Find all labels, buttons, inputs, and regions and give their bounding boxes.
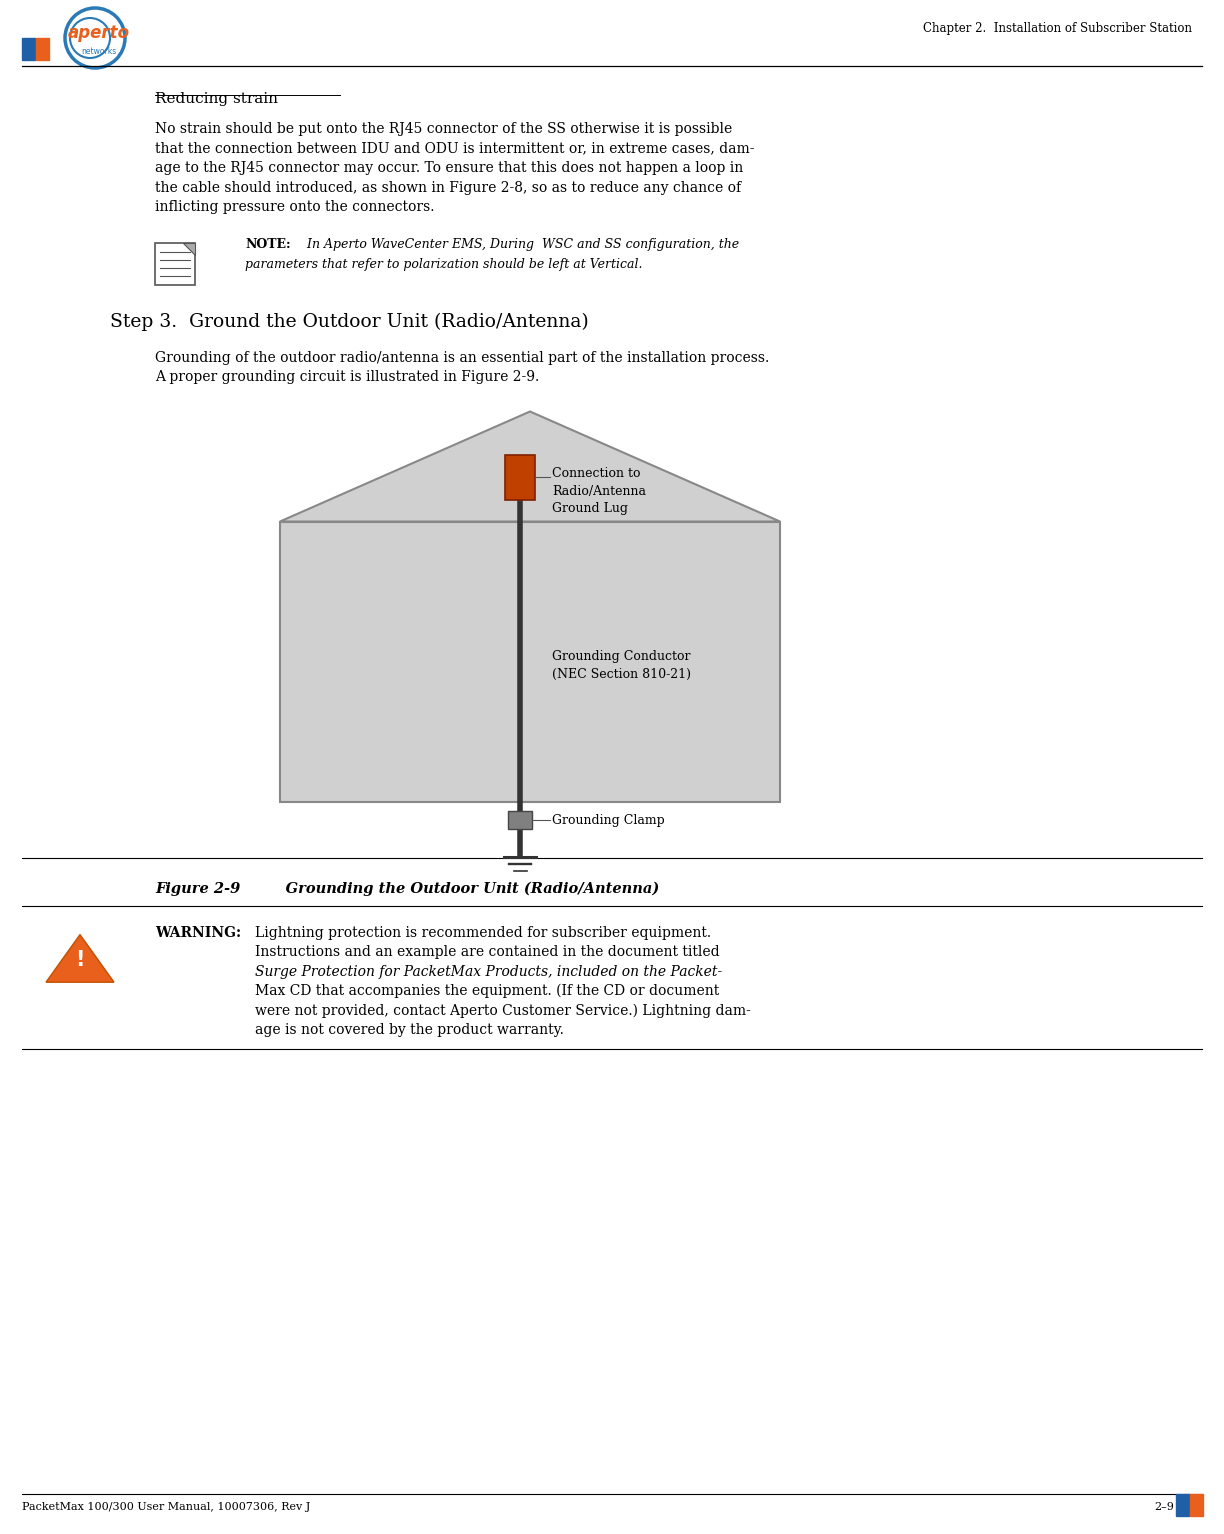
Text: PacketMax 100/300 User Manual, 10007306, Rev J: PacketMax 100/300 User Manual, 10007306,… — [22, 1502, 311, 1513]
Text: inflicting pressure onto the connectors.: inflicting pressure onto the connectors. — [155, 199, 435, 215]
Text: Radio/Antenna: Radio/Antenna — [552, 485, 646, 497]
Polygon shape — [280, 411, 780, 522]
Text: Step 3.  Ground the Outdoor Unit (Radio/Antenna): Step 3. Ground the Outdoor Unit (Radio/A… — [110, 313, 589, 331]
Text: Lightning protection is recommended for subscriber equipment.: Lightning protection is recommended for … — [255, 925, 711, 939]
Bar — [508, 810, 532, 828]
Text: parameters that refer to polarization should be left at Vertical.: parameters that refer to polarization sh… — [245, 258, 643, 270]
Text: NOTE:: NOTE: — [245, 238, 290, 250]
Text: aperto: aperto — [69, 25, 130, 41]
Bar — [280, 522, 780, 801]
Text: Max CD that accompanies the equipment. (If the CD or document: Max CD that accompanies the equipment. (… — [255, 983, 720, 999]
Text: WARNING:: WARNING: — [155, 925, 241, 939]
Bar — [22, 38, 35, 60]
Text: Surge Protection for PacketMax Products, included on the Packet-: Surge Protection for PacketMax Products,… — [255, 965, 722, 979]
Text: age to the RJ45 connector may occur. To ensure that this does not happen a loop : age to the RJ45 connector may occur. To … — [155, 161, 743, 175]
Text: Grounding Conductor: Grounding Conductor — [552, 649, 690, 663]
Text: A proper grounding circuit is illustrated in Figure 2-9.: A proper grounding circuit is illustrate… — [155, 370, 540, 384]
Polygon shape — [47, 934, 114, 982]
Text: Grounding Clamp: Grounding Clamp — [552, 813, 665, 827]
Bar — [155, 242, 195, 284]
Bar — [35, 38, 49, 60]
Text: were not provided, contact Aperto Customer Service.) Lightning dam-: were not provided, contact Aperto Custom… — [255, 1003, 750, 1019]
Text: Instructions and an example are contained in the document titled: Instructions and an example are containe… — [255, 945, 720, 959]
Text: Grounding of the outdoor radio/antenna is an essential part of the installation : Grounding of the outdoor radio/antenna i… — [155, 350, 769, 365]
Text: No strain should be put onto the RJ45 connector of the SS otherwise it is possib: No strain should be put onto the RJ45 co… — [155, 123, 732, 137]
Text: Figure 2-9: Figure 2-9 — [155, 882, 240, 896]
Bar — [1176, 1494, 1189, 1516]
Text: (NEC Section 810-21): (NEC Section 810-21) — [552, 667, 692, 681]
Text: the cable should introduced, as shown in Figure 2-8, so as to reduce any chance : the cable should introduced, as shown in… — [155, 181, 741, 195]
Text: !: ! — [76, 950, 84, 969]
Text: 2–9: 2–9 — [1154, 1502, 1174, 1513]
Text: that the connection between IDU and ODU is intermittent or, in extreme cases, da: that the connection between IDU and ODU … — [155, 141, 754, 155]
Text: networks: networks — [81, 46, 116, 55]
Polygon shape — [184, 242, 195, 255]
Text: In Aperto WaveCenter EMS, During  WSC and SS configuration, the: In Aperto WaveCenter EMS, During WSC and… — [304, 238, 739, 250]
Text: Grounding the Outdoor Unit (Radio/Antenna): Grounding the Outdoor Unit (Radio/Antenn… — [259, 882, 660, 896]
Text: age is not covered by the product warranty.: age is not covered by the product warran… — [255, 1023, 564, 1037]
Bar — [1190, 1494, 1203, 1516]
Text: Chapter 2.  Installation of Subscriber Station: Chapter 2. Installation of Subscriber St… — [923, 21, 1192, 35]
Text: Ground Lug: Ground Lug — [552, 502, 628, 515]
Bar — [506, 454, 535, 500]
Text: Connection to: Connection to — [552, 466, 640, 480]
Text: Reducing strain: Reducing strain — [155, 92, 278, 106]
